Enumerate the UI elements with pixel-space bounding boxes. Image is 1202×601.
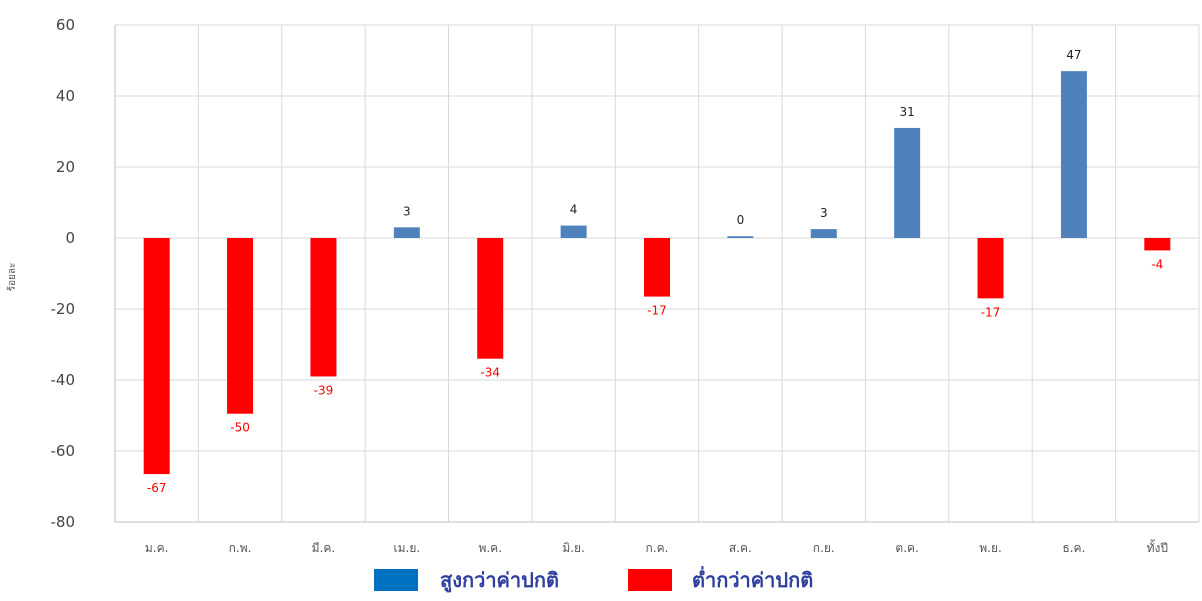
bar: [977, 238, 1004, 299]
y-tick-label: 0: [65, 229, 75, 247]
data-label: 31: [900, 105, 915, 119]
bar: [393, 227, 420, 238]
bar: [1060, 71, 1087, 239]
legend-swatch-above: [374, 569, 418, 591]
x-axis-ticks: ม.ค. ก.พ. มี.ค. เม.ย. พ.ค. มิ.ย. ก.ค. ส.ค. ก.ย. ต…: [145, 539, 1168, 555]
y-tick-label: -40: [51, 371, 76, 389]
data-label: -34: [480, 366, 500, 380]
y-tick-label: 60: [56, 16, 75, 34]
x-tick-label: ส.ค.: [729, 541, 752, 555]
y-axis-ticks: 60 40 20 0 -20 -40 -60 -80: [51, 16, 76, 531]
bar: [310, 238, 337, 377]
legend-label-below: ต่ำกว่าค่าปกติ: [692, 568, 814, 592]
data-label: 3: [403, 204, 411, 218]
data-label: -39: [314, 383, 334, 397]
legend-item-below: ต่ำกว่าค่าปกติ: [628, 564, 813, 596]
x-tick-label: ก.ค.: [646, 541, 669, 555]
x-tick-label: เม.ย.: [394, 541, 421, 555]
legend-label-above: สูงกว่าค่าปกติ: [440, 568, 559, 592]
x-tick-label: ม.ค.: [145, 541, 169, 555]
bar: [477, 238, 504, 359]
x-tick-label: ต.ค.: [895, 541, 918, 555]
grid: [114, 24, 1200, 523]
bar: [227, 238, 254, 414]
x-tick-label: ก.ย.: [813, 541, 835, 555]
x-tick-label: ธ.ค.: [1062, 541, 1085, 555]
x-tick-label: มี.ค.: [312, 541, 336, 555]
bar: [644, 238, 670, 297]
legend: สูงกว่าค่าปกติ ต่ำกว่าค่าปกติ: [0, 562, 1202, 598]
y-tick-label: -80: [51, 513, 76, 531]
x-tick-label: มิ.ย.: [562, 541, 585, 555]
bar: [894, 127, 921, 238]
data-label: 3: [820, 206, 828, 220]
bar: [727, 236, 754, 238]
data-label: -17: [647, 304, 667, 318]
data-label: 4: [570, 203, 578, 217]
data-label: -4: [1151, 257, 1163, 271]
y-tick-label: 20: [56, 158, 75, 176]
legend-item-above: สูงกว่าค่าปกติ: [374, 564, 559, 596]
legend-swatch-below: [628, 569, 672, 591]
data-label: 0: [737, 213, 745, 227]
y-tick-label: -20: [51, 300, 76, 318]
bar: [810, 229, 837, 238]
y-tick-label: -60: [51, 442, 76, 460]
y-tick-label: 40: [56, 87, 75, 105]
bar: [1144, 238, 1171, 251]
bar-chart: 60 40 20 0 -20 -40 -60 -80 -67 -50 -39 3 -34 4 -17 0 3 3…: [6, 16, 1200, 555]
x-tick-label: พ.ย.: [979, 541, 1002, 555]
data-labels: -67 -50 -39 3 -34 4 -17 0 3 31 -17 47 -4: [147, 48, 1163, 495]
bars: [143, 71, 1171, 475]
bar: [143, 238, 170, 475]
x-tick-label: พ.ค.: [478, 541, 502, 555]
data-label: -50: [230, 421, 250, 435]
y-axis-label: ร้อยละ: [6, 263, 18, 292]
data-label: 47: [1066, 48, 1081, 62]
bar: [560, 225, 587, 238]
x-tick-label: ก.พ.: [229, 541, 252, 555]
x-tick-label: ทั้งปี: [1147, 539, 1168, 555]
data-label: -17: [981, 305, 1001, 319]
data-label: -67: [147, 481, 167, 495]
